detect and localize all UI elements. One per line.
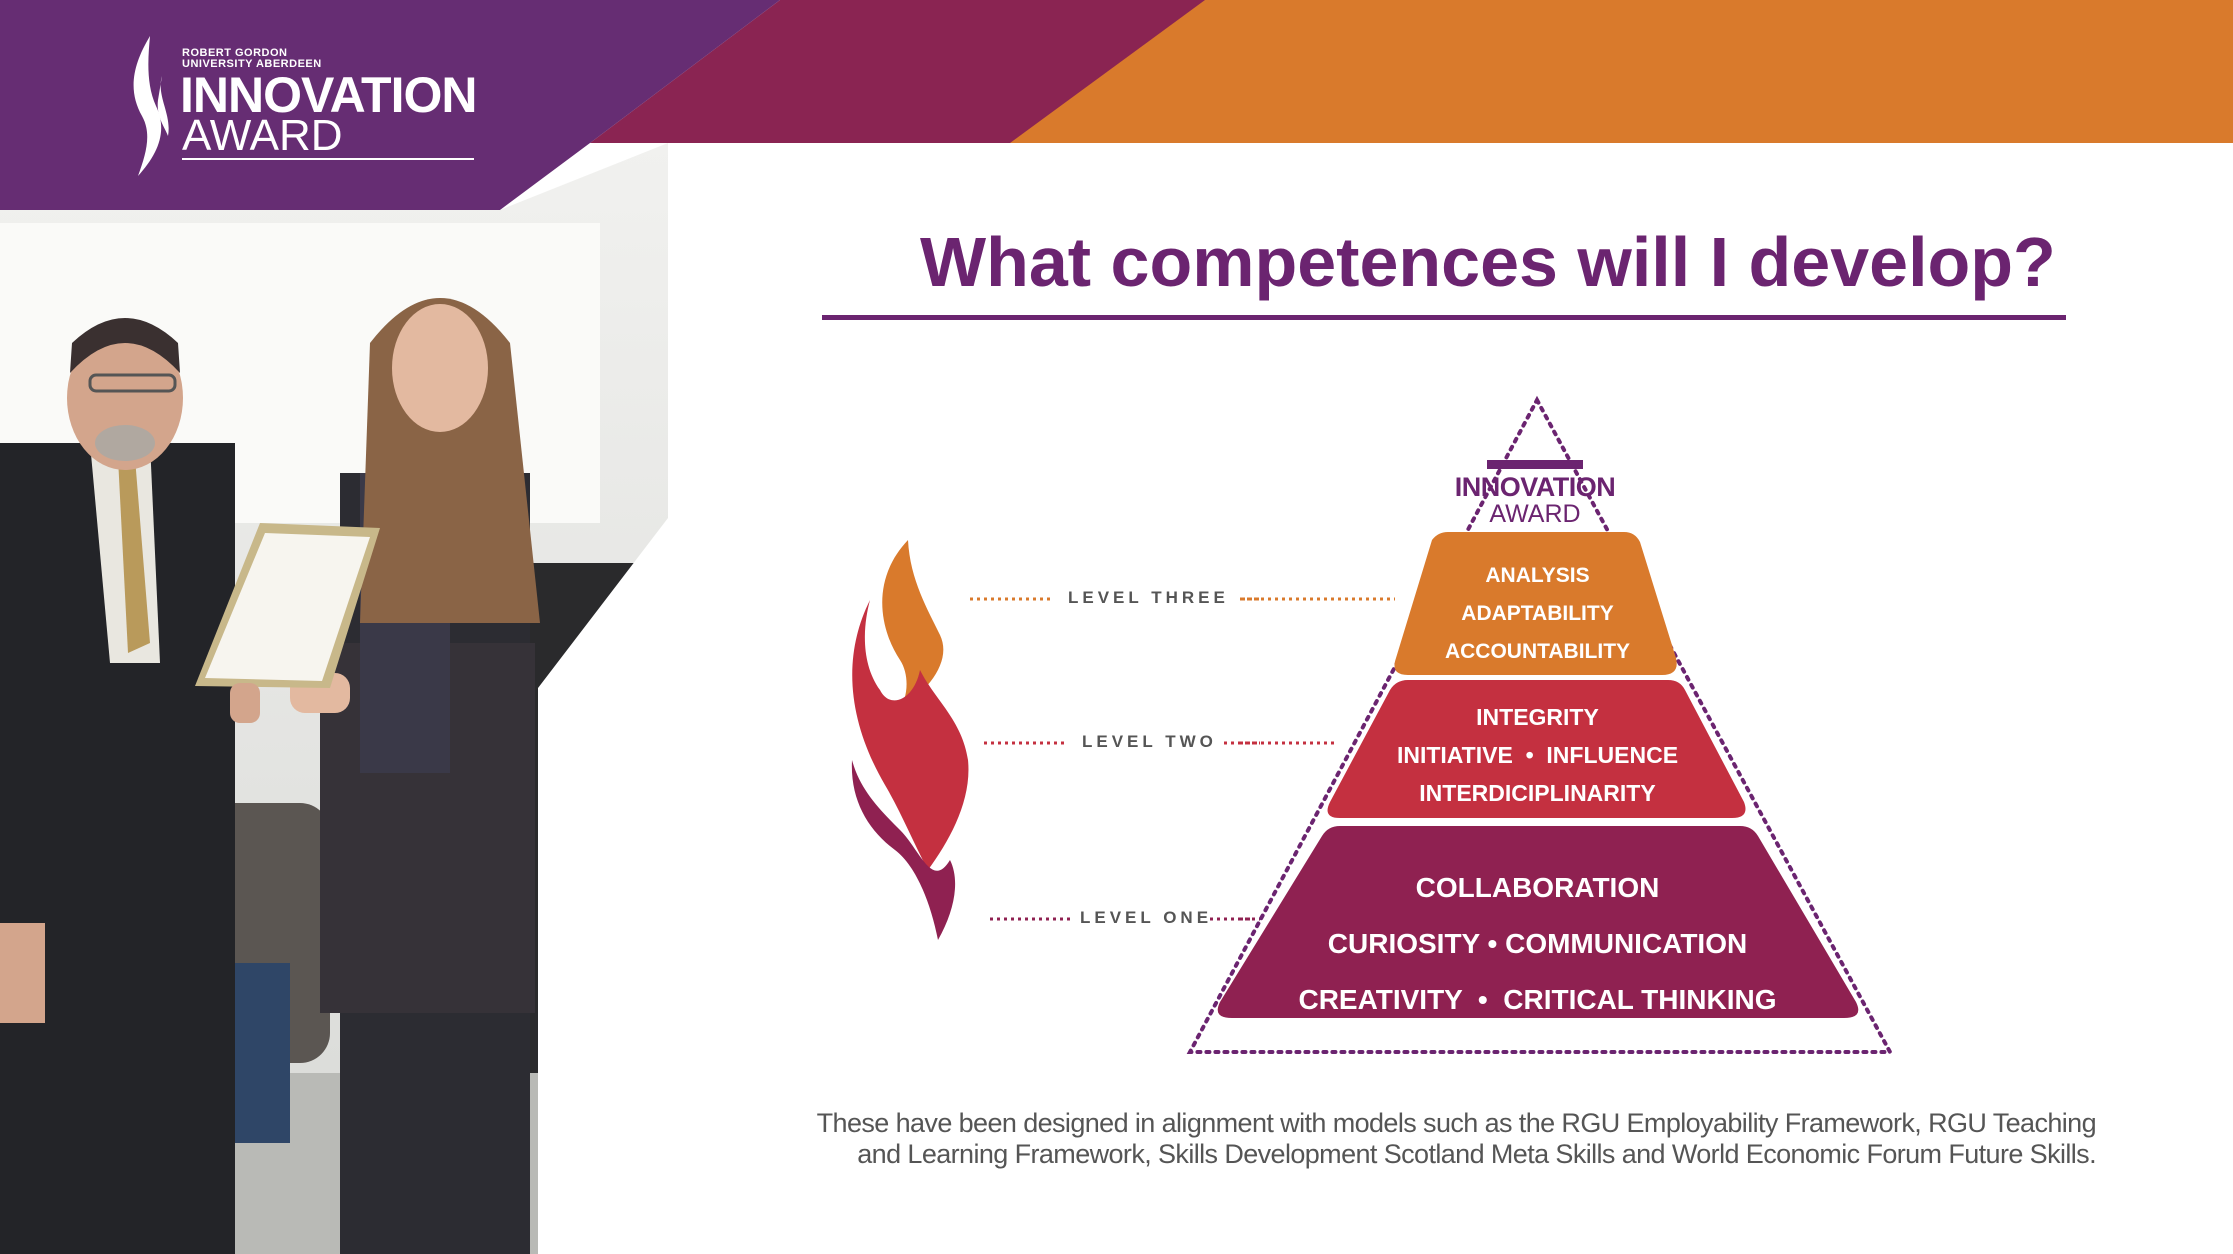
competence-creativity-critical-thinking: CREATIVITY • CRITICAL THINKING [1298, 984, 1777, 1015]
competence-initiative-influence: INITIATIVE • INFLUENCE [1396, 742, 1679, 768]
logo-org-line2: UNIVERSITY ABERDEEN [182, 58, 322, 70]
competence-interdisciplinarity: INTERDICIPLINARITY [1419, 780, 1656, 806]
competence-adaptability: ADAPTABILITY [1461, 602, 1614, 625]
competence-integrity: INTEGRITY [1476, 704, 1599, 730]
award-ceremony-photo [0, 143, 668, 1254]
tier-level-one [1217, 826, 1859, 1018]
level-three-label: LEVEL THREE [1068, 588, 1229, 607]
pyramid-logo: INNOVATION AWARD [1440, 460, 1630, 527]
tier-level-two-text: INTEGRITY INITIATIVE • INFLUENCE INTERDI… [1360, 698, 1715, 812]
competence-analysis: ANALYSIS [1485, 564, 1590, 587]
logo-org-line1: ROBERT GORDON [182, 47, 288, 59]
flame-icon-large [851, 540, 969, 940]
level-connectors-right [1240, 597, 1395, 921]
page-title: What competences will I develop? [920, 223, 2056, 301]
tier-level-one-text: COLLABORATION CURIOSITY • COMMUNICATION … [1260, 860, 1815, 1028]
flame-icon [133, 36, 169, 176]
level-two-label: LEVEL TWO [1082, 732, 1217, 751]
competence-curiosity-communication: CURIOSITY • COMMUNICATION [1327, 928, 1748, 959]
competence-accountability: ACCOUNTABILITY [1444, 640, 1631, 663]
tier-level-three-text: ANALYSIS ADAPTABILITY ACCOUNTABILITY [1400, 557, 1675, 671]
logo-underline [182, 158, 474, 160]
logo-name-bold: INNOVATION [180, 67, 477, 123]
title-divider [822, 315, 2066, 320]
logo-name-light: AWARD [182, 111, 343, 160]
alignment-footnote: These have been designed in alignment wi… [640, 1108, 2097, 1170]
innovation-award-logo: ROBERT GORDON UNIVERSITY ABERDEEN INNOVA… [128, 36, 488, 176]
footnote-line1: These have been designed in alignment wi… [816, 1108, 2097, 1138]
footnote-line2: and Learning Framework, Skills Developme… [857, 1139, 2096, 1169]
tier-level-three [1394, 532, 1677, 675]
competence-collaboration: COLLABORATION [1415, 872, 1660, 903]
tier-level-two [1327, 680, 1746, 818]
level-one-label: LEVEL ONE [1080, 908, 1213, 927]
pyramid-logo-name-bold: INNOVATION [1454, 472, 1616, 502]
competence-pyramid [1186, 395, 1894, 1054]
pyramid-logo-name-light: AWARD [1489, 500, 1581, 528]
pyramid-logo-badge [1487, 460, 1583, 469]
